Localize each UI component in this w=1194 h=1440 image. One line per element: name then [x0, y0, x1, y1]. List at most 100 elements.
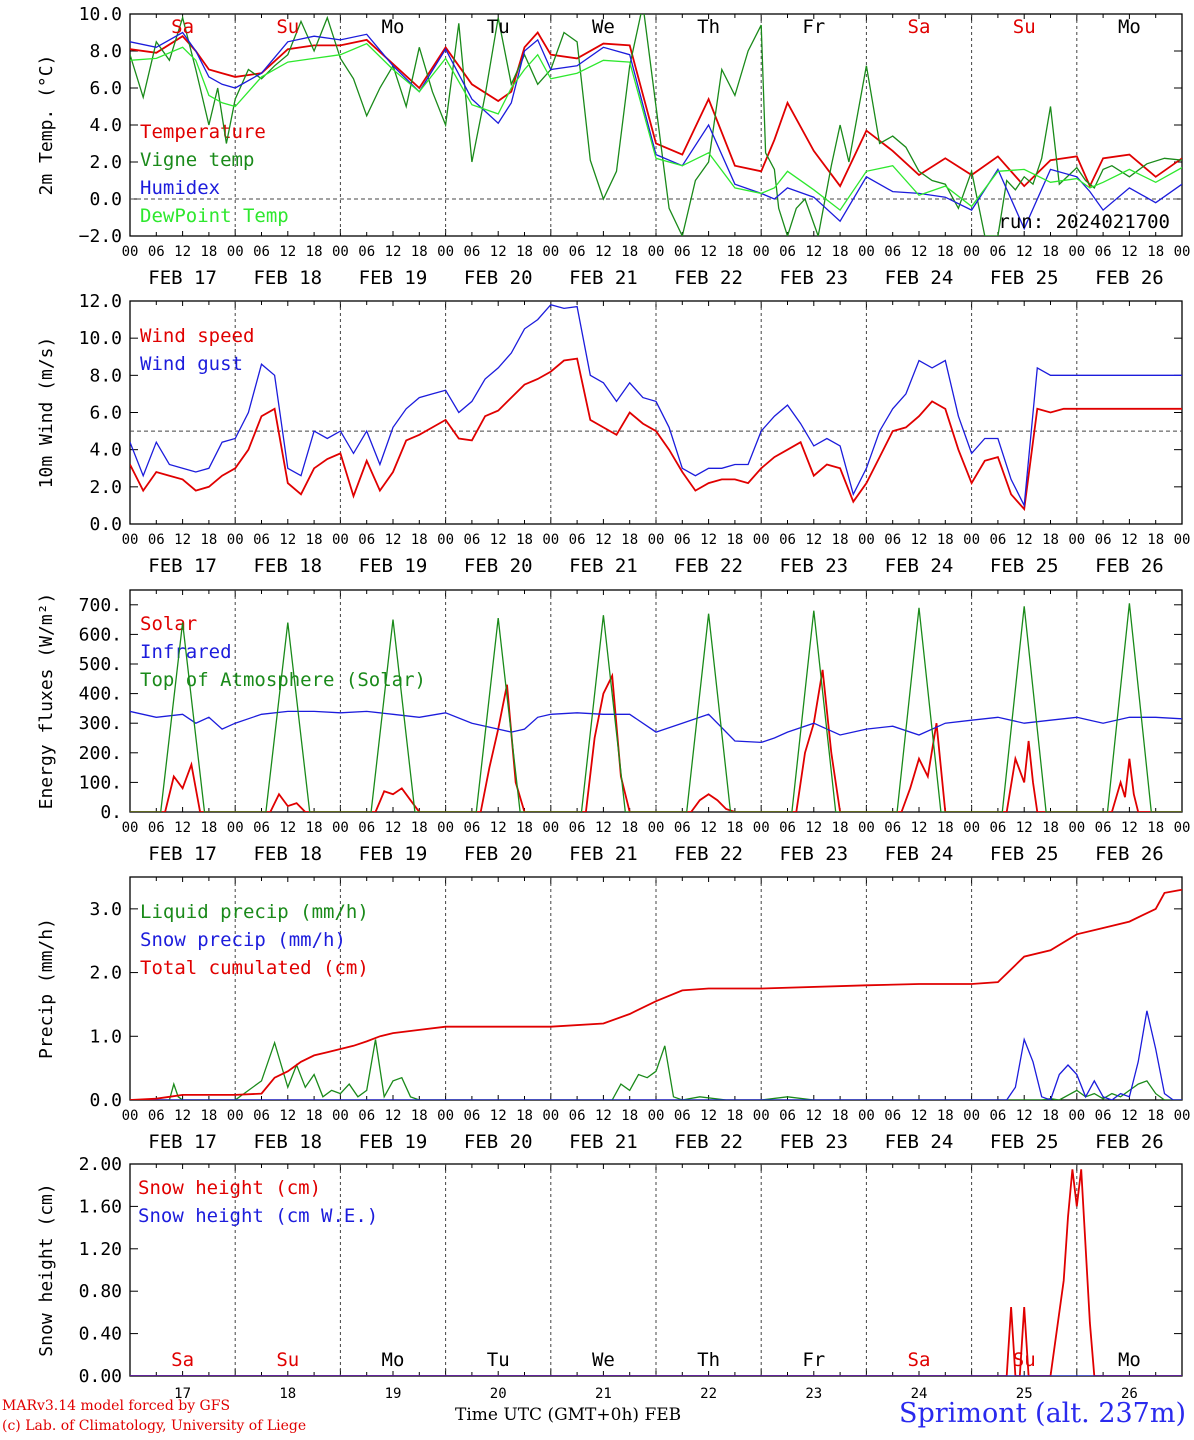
hour-tick-label: 12 [385, 532, 402, 548]
y-tick-label: 0.40 [79, 1324, 122, 1345]
y-tick-label: 700. [79, 595, 122, 616]
hour-tick-label: 12 [700, 244, 717, 260]
hour-tick-label: 12 [174, 820, 191, 836]
hour-tick-label: 00 [648, 820, 665, 836]
hour-tick-label: 12 [595, 244, 612, 260]
hour-tick-label: 18 [726, 1108, 743, 1124]
hour-tick-label: 12 [1121, 532, 1138, 548]
hour-tick-label: 00 [858, 244, 875, 260]
hour-tick-label: 00 [1174, 244, 1191, 260]
weekday-label: Sa [908, 1349, 931, 1371]
hour-tick-label: 18 [516, 244, 533, 260]
hour-tick-label: 06 [674, 532, 691, 548]
hour-tick-label: 12 [279, 532, 296, 548]
date-label: FEB 18 [253, 843, 322, 865]
day-number: 19 [385, 1386, 402, 1402]
hour-tick-label: 18 [621, 820, 638, 836]
y-axis-label: Energy fluxes (W/m²) [36, 593, 57, 810]
hour-tick-label: 06 [253, 244, 270, 260]
panel-1: −2.0 0.0 2.0 4.0 6.0 8.0 10.0 2m Temp. (°C) Temp… [36, 4, 1190, 289]
y-tick-label: 300. [79, 713, 122, 734]
hour-tick-label: 12 [385, 244, 402, 260]
hour-tick-label: 18 [516, 1108, 533, 1124]
hour-tick-label: 12 [911, 820, 928, 836]
date-label: FEB 21 [569, 267, 638, 289]
hour-tick-label: 00 [227, 532, 244, 548]
hour-tick-label: 12 [1016, 1108, 1033, 1124]
series-line-1 [130, 1039, 1182, 1100]
date-label: FEB 18 [253, 1131, 322, 1153]
weekday-label: We [592, 1349, 615, 1371]
hour-tick-label: 06 [358, 532, 375, 548]
date-label: FEB 18 [253, 555, 322, 577]
date-label: FEB 25 [990, 843, 1059, 865]
hour-tick-label: 18 [411, 532, 428, 548]
date-label: FEB 23 [779, 843, 848, 865]
hour-tick-label: 18 [411, 820, 428, 836]
weekday-label: Fr [802, 1349, 825, 1371]
date-label: FEB 25 [990, 267, 1059, 289]
legend-entry: Total cumulated (cm) [140, 957, 369, 979]
hour-tick-label: 00 [542, 1108, 559, 1124]
series-line-1 [130, 1169, 1182, 1376]
hour-tick-label: 00 [332, 532, 349, 548]
y-tick-label: 1.0 [89, 1026, 122, 1047]
hour-tick-label: 00 [227, 1108, 244, 1124]
hour-tick-label: 18 [306, 820, 323, 836]
hour-tick-label: 18 [1147, 820, 1164, 836]
hour-tick-label: 18 [726, 820, 743, 836]
hour-tick-label: 12 [595, 532, 612, 548]
hour-tick-label: 18 [1042, 1108, 1059, 1124]
legend-entry: Top of Atmosphere (Solar) [140, 669, 426, 691]
date-label: FEB 19 [359, 843, 428, 865]
weekday-label: Sa [908, 16, 931, 38]
hour-tick-label: 00 [858, 1108, 875, 1124]
hour-tick-label: 18 [411, 1108, 428, 1124]
hour-tick-label: 06 [148, 1108, 165, 1124]
hour-tick-label: 00 [542, 532, 559, 548]
y-axis-label: Precip (mm/h) [36, 918, 57, 1059]
hour-tick-label: 00 [963, 1108, 980, 1124]
date-label: FEB 19 [359, 555, 428, 577]
y-tick-label: 8.0 [89, 365, 122, 386]
weekday-label: Tu [487, 16, 510, 38]
run-label: run: 2024021700 [998, 211, 1170, 233]
hour-tick-label: 00 [753, 532, 770, 548]
y-tick-label: −2.0 [79, 226, 122, 247]
hour-tick-label: 06 [989, 244, 1006, 260]
panel-3: 0. 100. 200. 300. 400. 500. 600. 700. Energy flu… [36, 589, 1190, 865]
hour-tick-label: 18 [1147, 244, 1164, 260]
y-tick-label: 4.0 [89, 440, 122, 461]
series-line-2 [130, 303, 1182, 508]
panel-4: 0.0 1.0 2.0 3.0 Precip (mm/h) Liquid precip (… [36, 876, 1190, 1153]
date-label: FEB 21 [569, 1131, 638, 1153]
date-label: FEB 17 [148, 1131, 217, 1153]
hour-tick-label: 18 [516, 820, 533, 836]
weekday-label: Su [1013, 16, 1036, 38]
hour-tick-label: 12 [805, 244, 822, 260]
date-label: FEB 21 [569, 843, 638, 865]
hour-tick-label: 18 [306, 532, 323, 548]
y-tick-label: 0.00 [79, 1366, 122, 1387]
hour-tick-label: 00 [648, 532, 665, 548]
hour-tick-label: 18 [1147, 532, 1164, 548]
hour-tick-label: 18 [306, 244, 323, 260]
x-axis-month: FEB [644, 1405, 682, 1425]
hour-tick-label: 06 [674, 244, 691, 260]
weekday-label: Mo [1118, 1349, 1141, 1371]
date-label: FEB 21 [569, 555, 638, 577]
hour-tick-label: 12 [1016, 820, 1033, 836]
hour-tick-label: 00 [437, 820, 454, 836]
hour-tick-label: 06 [989, 1108, 1006, 1124]
hour-tick-label: 12 [279, 820, 296, 836]
date-label: FEB 20 [464, 1131, 533, 1153]
series-line-1 [130, 669, 1182, 812]
hour-tick-label: 12 [700, 820, 717, 836]
plot-frame [129, 300, 1183, 525]
day-number: 21 [595, 1386, 612, 1402]
hour-tick-label: 18 [1042, 244, 1059, 260]
hour-tick-label: 06 [884, 532, 901, 548]
hour-tick-label: 06 [253, 532, 270, 548]
hour-tick-label: 00 [437, 244, 454, 260]
